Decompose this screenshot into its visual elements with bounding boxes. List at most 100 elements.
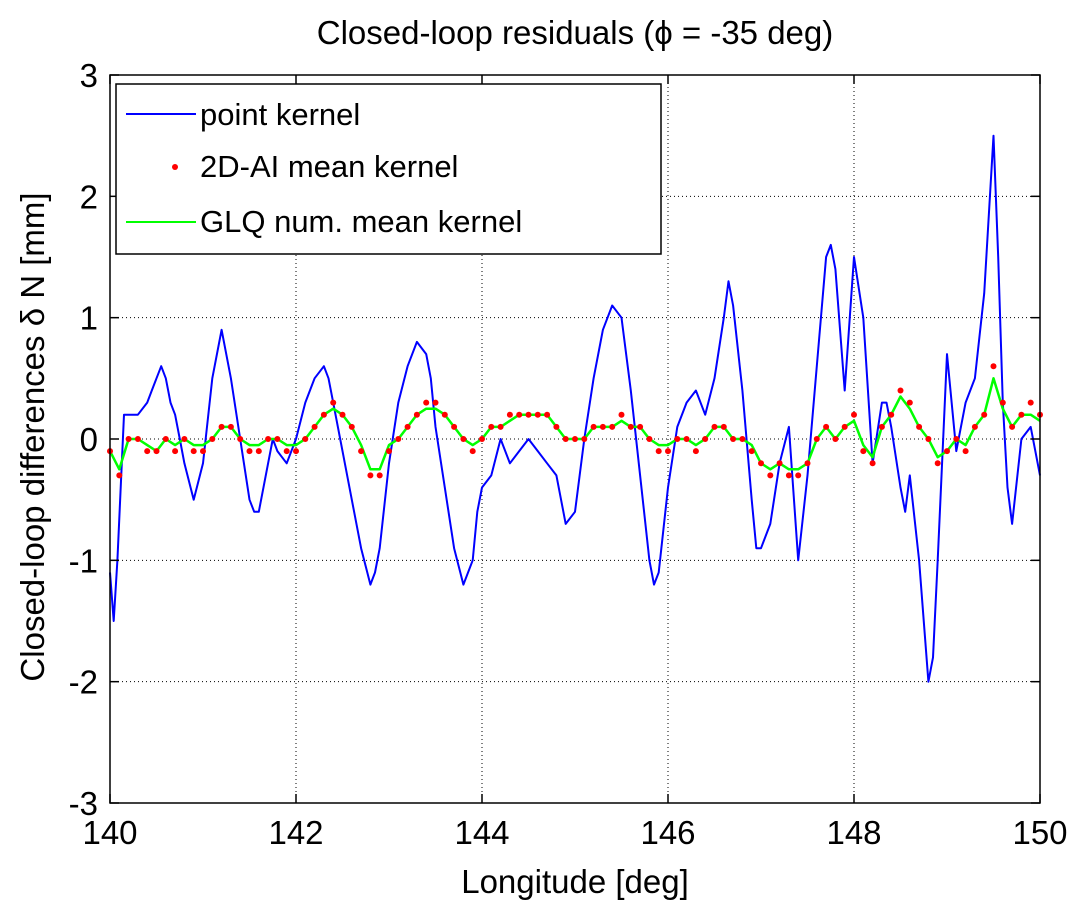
data-point xyxy=(767,472,774,479)
data-point xyxy=(627,423,634,430)
data-point xyxy=(665,448,671,455)
legend-label-glq-num-mean-kernel: GLQ num. mean kernel xyxy=(200,204,522,239)
legend-label-point-kernel: point kernel xyxy=(200,97,360,132)
data-point xyxy=(134,436,141,442)
data-point xyxy=(925,436,932,442)
legend-swatch-2d-ai-mean-kernel xyxy=(172,164,178,170)
data-point xyxy=(441,411,448,418)
data-point xyxy=(711,423,718,430)
data-point xyxy=(367,472,374,479)
x-tick-label: 150 xyxy=(1012,814,1067,851)
data-point xyxy=(181,436,188,442)
data-point xyxy=(851,411,857,418)
data-point xyxy=(469,448,476,455)
data-point xyxy=(609,423,616,430)
data-point xyxy=(888,411,895,418)
data-point xyxy=(832,436,839,442)
y-tick-label: 0 xyxy=(80,421,98,458)
data-point xyxy=(358,448,365,455)
data-point xyxy=(562,436,569,442)
data-point xyxy=(962,448,969,455)
series-line-point-kernel xyxy=(109,134,1041,683)
data-point xyxy=(720,423,727,430)
y-tick-labels: -3 -2 -1 0 1 2 3 xyxy=(69,57,98,822)
x-tick-labels: 140 142 144 146 148 150 xyxy=(82,814,1067,851)
data-point xyxy=(395,436,402,442)
y-tick-label: 3 xyxy=(80,57,98,94)
data-point xyxy=(1027,399,1034,406)
data-point xyxy=(599,423,606,430)
data-point xyxy=(906,399,913,406)
data-point xyxy=(237,436,244,442)
legend: point kernel 2D-AI mean kernel GLQ num. … xyxy=(115,83,662,255)
y-tick-label: -2 xyxy=(69,664,98,701)
data-point xyxy=(674,436,681,442)
data-point xyxy=(479,436,485,442)
data-point xyxy=(934,460,941,467)
data-point xyxy=(451,423,458,430)
data-point xyxy=(153,448,160,455)
data-point xyxy=(162,436,169,442)
data-point xyxy=(293,448,299,455)
data-point xyxy=(125,436,132,442)
data-point xyxy=(971,423,978,430)
data-point xyxy=(525,411,532,418)
data-point xyxy=(878,423,885,430)
data-point xyxy=(981,411,988,418)
data-point xyxy=(330,399,337,406)
data-point xyxy=(460,436,467,442)
data-point xyxy=(497,423,504,430)
data-point xyxy=(218,423,225,430)
data-point xyxy=(702,436,709,442)
data-point xyxy=(283,448,290,455)
data-point xyxy=(506,411,513,418)
data-point xyxy=(637,423,644,430)
data-point xyxy=(748,448,755,455)
data-point xyxy=(572,436,578,442)
data-point xyxy=(209,436,216,442)
data-point xyxy=(265,436,272,442)
data-point xyxy=(916,423,923,430)
axis-ticks xyxy=(109,74,1041,804)
data-point xyxy=(646,436,653,442)
x-tick-label: 140 xyxy=(82,814,137,851)
data-point xyxy=(144,448,151,455)
data-point xyxy=(990,363,997,370)
x-tick-label: 148 xyxy=(826,814,881,851)
data-point xyxy=(553,423,560,430)
data-point xyxy=(320,411,327,418)
data-point xyxy=(758,460,764,467)
chart-title: Closed-loop residuals (ϕ = -35 deg) xyxy=(317,14,834,51)
x-tick-label: 146 xyxy=(640,814,695,851)
data-point xyxy=(785,472,792,479)
data-point xyxy=(172,448,179,455)
data-point xyxy=(544,411,551,418)
data-point xyxy=(534,411,541,418)
data-point xyxy=(404,423,411,430)
legend-box xyxy=(115,83,662,255)
data-point xyxy=(311,423,318,430)
data-point xyxy=(339,411,346,418)
data-point xyxy=(795,472,802,479)
data-point xyxy=(823,423,830,430)
data-point xyxy=(274,436,281,442)
data-point xyxy=(516,411,523,418)
data-point xyxy=(739,436,746,442)
data-point xyxy=(1018,411,1025,418)
data-point xyxy=(683,436,690,442)
y-axis-title: Closed-loop differences δ N [mm] xyxy=(14,192,51,681)
y-tick-label: 1 xyxy=(80,300,98,337)
y-tick-label: -1 xyxy=(69,542,98,579)
data-point xyxy=(413,411,420,418)
data-point xyxy=(804,460,811,467)
data-point xyxy=(692,448,699,455)
x-axis-title: Longitude [deg] xyxy=(461,863,689,900)
data-point xyxy=(999,399,1006,406)
x-tick-label: 144 xyxy=(454,814,509,851)
data-point xyxy=(348,423,355,430)
y-tick-label: -3 xyxy=(69,785,98,822)
data-point xyxy=(246,448,253,455)
data-point xyxy=(860,448,867,455)
data-point xyxy=(227,423,234,430)
